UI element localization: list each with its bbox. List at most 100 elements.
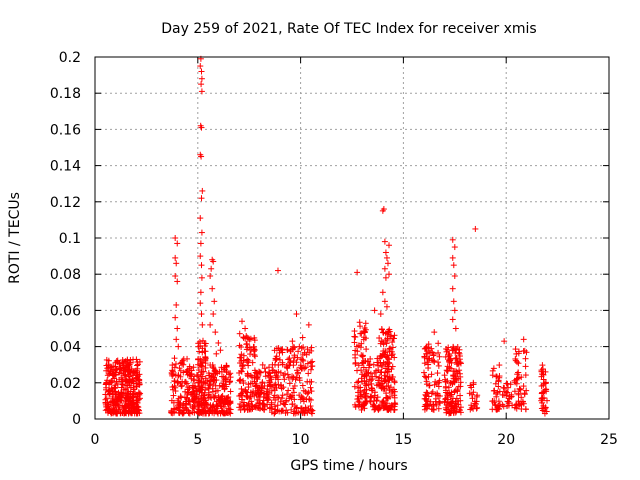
data-point — [515, 398, 522, 405]
data-point — [430, 401, 437, 408]
data-point — [514, 359, 521, 366]
data-point — [116, 369, 123, 376]
data-point — [254, 374, 261, 381]
data-point — [209, 285, 216, 292]
data-point — [133, 408, 140, 415]
data-point — [380, 397, 387, 404]
data-point — [174, 278, 181, 285]
data-point — [108, 378, 115, 385]
data-point — [236, 330, 243, 337]
data-point — [424, 359, 431, 366]
data-point — [210, 258, 217, 265]
data-point — [198, 124, 205, 131]
data-point — [474, 392, 481, 399]
data-point — [221, 398, 228, 405]
data-point — [172, 314, 179, 321]
data-point — [225, 394, 232, 401]
data-point — [451, 273, 458, 280]
data-point — [387, 384, 394, 391]
data-point — [383, 340, 390, 347]
data-point — [198, 153, 205, 160]
data-point — [221, 364, 228, 371]
data-point — [308, 378, 315, 385]
data-point — [198, 229, 205, 236]
data-point — [297, 362, 304, 369]
data-point — [363, 378, 370, 385]
data-point — [299, 382, 306, 389]
data-point — [266, 405, 273, 412]
data-point — [305, 370, 312, 377]
data-point — [296, 377, 303, 384]
data-point — [120, 364, 127, 371]
data-point — [514, 375, 521, 382]
data-point — [197, 215, 204, 222]
data-point — [195, 402, 202, 409]
data-point — [130, 394, 137, 401]
data-point — [435, 349, 442, 356]
data-point — [243, 340, 250, 347]
data-point — [357, 393, 364, 400]
data-point — [189, 384, 196, 391]
data-point — [202, 356, 209, 363]
data-point — [383, 394, 390, 401]
data-point — [501, 338, 508, 345]
data-point — [211, 394, 218, 401]
chart-title: Day 259 of 2021, Rate Of TEC Index for r… — [161, 21, 536, 37]
data-point — [237, 354, 244, 361]
data-point — [382, 377, 389, 384]
data-point — [357, 387, 364, 394]
data-point — [543, 408, 550, 415]
data-point — [298, 356, 305, 363]
data-point — [289, 392, 296, 399]
data-point — [377, 359, 384, 366]
data-point — [103, 395, 110, 402]
data-point — [250, 348, 257, 355]
data-point — [490, 387, 497, 394]
data-point — [207, 273, 214, 280]
data-point — [541, 380, 548, 387]
data-point — [184, 355, 191, 362]
data-point — [274, 402, 281, 409]
y-tick-label: 0.08 — [50, 267, 81, 283]
data-point — [508, 393, 515, 400]
data-point — [290, 357, 297, 364]
data-point — [249, 374, 256, 381]
data-point — [507, 381, 514, 388]
data-point — [388, 389, 395, 396]
data-point — [202, 364, 209, 371]
data-point — [105, 407, 112, 414]
data-point — [378, 326, 385, 333]
y-tick-label: 0.06 — [50, 303, 81, 319]
data-point — [441, 372, 448, 379]
data-point — [449, 236, 456, 243]
data-point — [456, 356, 463, 363]
data-point — [307, 359, 314, 366]
data-point — [538, 371, 545, 378]
data-point — [115, 406, 122, 413]
data-point — [457, 383, 464, 390]
data-point — [102, 391, 109, 398]
data-point — [503, 392, 510, 399]
data-point — [308, 344, 315, 351]
data-point — [271, 392, 278, 399]
data-point — [133, 356, 140, 363]
data-point — [200, 368, 207, 375]
data-point — [450, 262, 457, 269]
data-point — [195, 367, 202, 374]
data-point — [391, 394, 398, 401]
data-point — [174, 325, 181, 332]
data-point — [512, 346, 519, 353]
data-point — [422, 395, 429, 402]
data-point — [456, 370, 463, 377]
data-point — [380, 341, 387, 348]
data-point — [301, 349, 308, 356]
data-point — [517, 386, 524, 393]
data-point — [363, 386, 370, 393]
data-point — [384, 260, 391, 267]
data-point — [169, 367, 176, 374]
data-point — [171, 355, 178, 362]
data-point — [442, 404, 449, 411]
data-point — [520, 336, 527, 343]
data-point — [381, 265, 388, 272]
data-point — [278, 385, 285, 392]
